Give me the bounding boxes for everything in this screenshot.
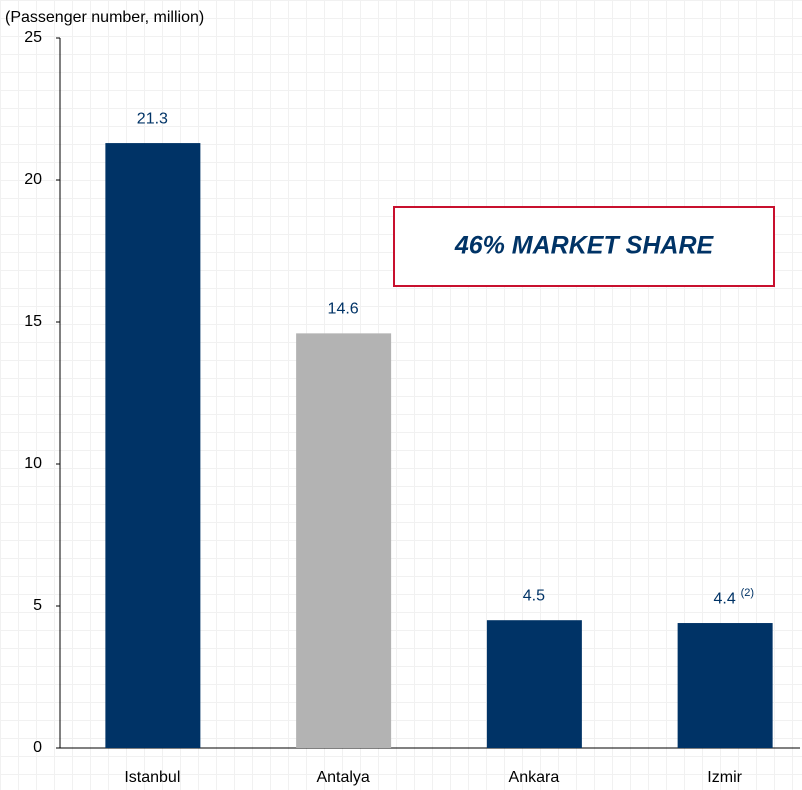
x-tick-label: Antalya	[316, 769, 369, 786]
x-tick-label: Istanbul	[124, 769, 180, 786]
value-label: 14.6	[328, 301, 359, 318]
value-label: 4.5	[523, 587, 545, 604]
bar	[296, 333, 392, 748]
value-label: 21.3	[137, 110, 168, 127]
annotation-box	[393, 206, 775, 287]
y-tick-label: 10	[24, 455, 42, 472]
y-tick-label: 15	[24, 313, 42, 330]
x-tick-label: Izmir	[707, 769, 742, 786]
x-tick-label: Ankara	[509, 769, 560, 786]
y-tick-label: 0	[33, 739, 42, 756]
y-tick-label: 25	[24, 29, 42, 46]
bar	[105, 143, 201, 748]
y-tick-label: 20	[24, 171, 42, 188]
bar	[486, 620, 582, 748]
footnote-mark: (2)	[741, 587, 754, 599]
bar	[677, 623, 773, 748]
value-label: 4.4	[714, 590, 736, 607]
y-tick-label: 5	[33, 597, 42, 614]
y-axis-label: (Passenger number, million)	[5, 9, 204, 26]
annotation: 46% MARKET SHARE	[454, 232, 715, 260]
